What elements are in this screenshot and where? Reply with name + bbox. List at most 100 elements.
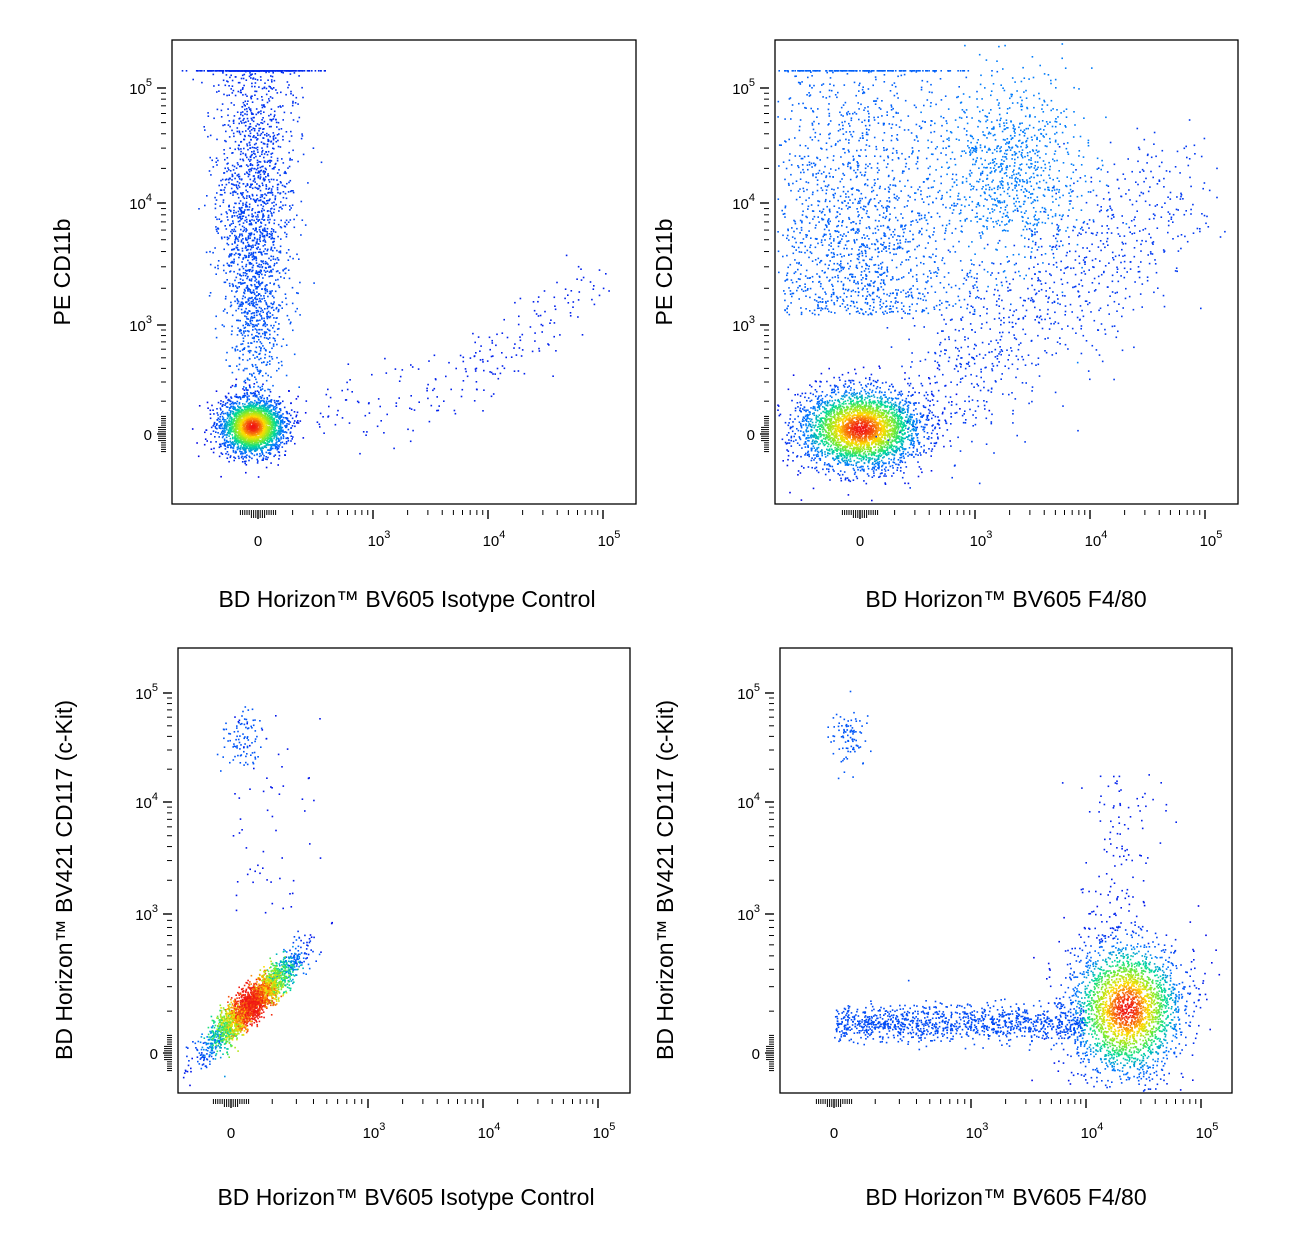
data-point <box>246 95 248 97</box>
data-point <box>292 105 294 107</box>
data-point <box>209 170 211 172</box>
data-point <box>244 443 246 445</box>
data-point <box>251 334 253 336</box>
data-point <box>305 224 307 226</box>
data-point <box>272 72 274 74</box>
data-point <box>371 374 373 376</box>
data-point <box>593 288 595 290</box>
data-point <box>246 316 248 318</box>
data-point <box>274 436 276 438</box>
data-point <box>280 246 282 248</box>
data-point <box>301 201 303 203</box>
data-point <box>250 387 252 389</box>
data-point <box>268 401 270 403</box>
data-point <box>251 213 253 215</box>
data-point <box>294 411 296 413</box>
data-point <box>198 456 200 458</box>
data-point <box>276 307 278 309</box>
data-point <box>254 411 256 413</box>
data-point <box>254 394 256 396</box>
data-point <box>262 233 264 235</box>
data-point <box>253 265 255 267</box>
data-point <box>341 390 343 392</box>
data-point <box>246 114 248 116</box>
data-point <box>277 411 279 413</box>
data-point <box>233 262 235 264</box>
data-point <box>264 134 266 136</box>
data-point <box>254 178 256 180</box>
data-point <box>250 168 252 170</box>
data-point <box>277 140 279 142</box>
data-point <box>256 407 258 409</box>
data-point <box>211 405 213 407</box>
data-point <box>273 418 275 420</box>
data-point <box>226 171 228 173</box>
data-point <box>242 354 244 356</box>
data-point <box>409 408 411 410</box>
data-point <box>239 410 241 412</box>
data-point <box>269 312 271 314</box>
data-point <box>206 440 208 442</box>
data-point <box>251 278 253 280</box>
data-point <box>386 414 388 416</box>
data-point <box>220 408 222 410</box>
data-point <box>254 341 256 343</box>
data-point <box>261 141 263 143</box>
data-point <box>258 433 260 435</box>
data-point <box>236 403 238 405</box>
data-point <box>256 396 258 398</box>
data-point <box>580 268 582 270</box>
data-point <box>285 186 287 188</box>
data-point <box>258 276 260 278</box>
data-point <box>274 209 276 211</box>
data-point <box>237 443 239 445</box>
data-point <box>245 121 247 123</box>
data-point <box>271 70 273 72</box>
data-point <box>249 291 251 293</box>
data-point <box>482 361 484 363</box>
data-point <box>252 366 254 368</box>
data-point <box>274 135 276 137</box>
data-point <box>238 82 240 84</box>
data-point <box>270 303 272 305</box>
data-point <box>210 410 212 412</box>
data-point <box>227 451 229 453</box>
data-point <box>273 205 275 207</box>
data-point <box>262 107 264 109</box>
data-point <box>259 412 261 414</box>
data-point <box>262 388 264 390</box>
data-point <box>267 449 269 451</box>
data-point <box>251 252 253 254</box>
data-point <box>268 410 270 412</box>
data-point <box>289 159 291 161</box>
data-point <box>335 424 337 426</box>
data-point <box>255 301 257 303</box>
data-point <box>286 236 288 238</box>
data-point <box>243 340 245 342</box>
data-point <box>578 299 580 301</box>
data-point <box>244 441 246 443</box>
data-point <box>216 390 218 392</box>
data-point <box>554 297 556 299</box>
data-point <box>220 194 222 196</box>
data-point <box>232 215 234 217</box>
data-point <box>243 295 245 297</box>
data-point <box>226 184 228 186</box>
data-point <box>242 250 244 252</box>
data-point <box>232 372 234 374</box>
data-point <box>246 143 248 145</box>
data-point <box>222 179 224 181</box>
data-point <box>249 130 251 132</box>
data-point <box>273 343 275 345</box>
data-point <box>213 430 215 432</box>
data-point <box>315 70 317 72</box>
data-point <box>229 432 231 434</box>
data-point <box>277 416 279 418</box>
data-point <box>207 136 209 138</box>
data-point <box>244 227 246 229</box>
data-point <box>479 350 481 352</box>
data-point <box>242 302 244 304</box>
data-point <box>463 357 465 359</box>
data-point <box>518 370 520 372</box>
data-point <box>238 221 240 223</box>
